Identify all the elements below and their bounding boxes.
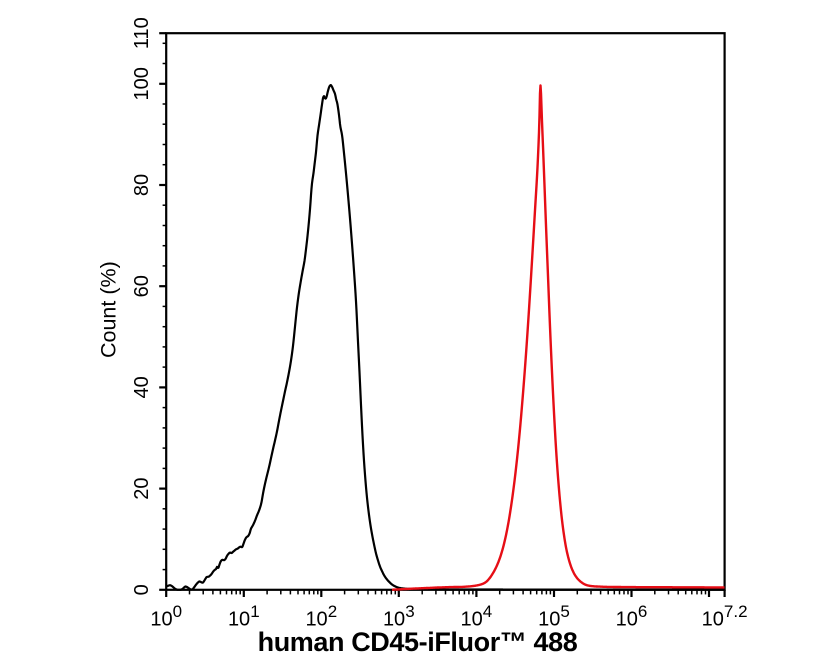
svg-text:40: 40 [131,376,153,398]
svg-text:80: 80 [131,174,153,196]
svg-text:100: 100 [131,67,153,100]
svg-text:110: 110 [131,17,153,49]
svg-text:20: 20 [131,477,153,499]
svg-text:60: 60 [131,275,153,297]
svg-text:0: 0 [131,584,153,595]
svg-text:human CD45-iFluor™ 488: human CD45-iFluor™ 488 [258,627,578,657]
svg-text:Count (%): Count (%) [97,261,121,358]
